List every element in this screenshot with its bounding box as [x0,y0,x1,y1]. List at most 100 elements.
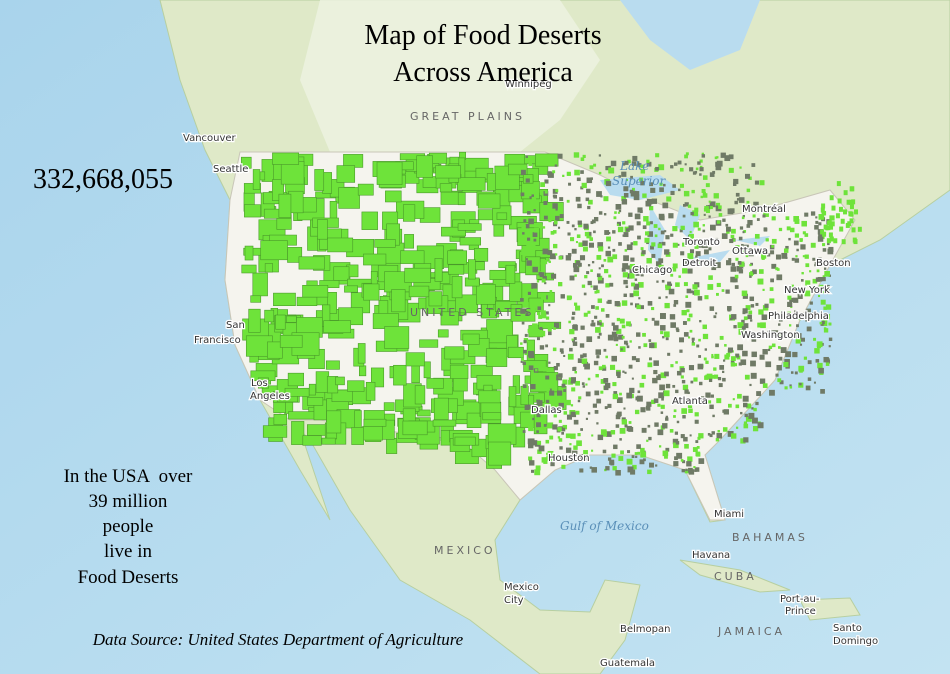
desert-area [631,455,635,459]
desert-area [735,353,740,358]
desert-area [677,243,680,246]
desert-area [520,237,524,241]
desert-area [711,374,716,379]
desert-area [541,278,546,283]
desert-area [505,264,516,284]
desert-area [622,370,625,373]
desert-area [678,275,681,278]
desert-area [552,188,558,194]
desert-area [600,379,606,384]
desert-area [634,452,638,455]
desert-area [347,380,365,392]
desert-area [520,298,524,302]
desert-area [441,226,466,237]
desert-area [654,320,660,326]
desert-area [721,233,728,239]
desert-area [626,321,631,327]
desert-area [607,403,612,408]
desert-area [244,204,261,218]
desert-area [750,319,753,322]
desert-area [596,422,599,425]
desert-area [660,325,666,331]
desert-area [640,273,644,277]
desert-area [566,199,570,203]
desert-area [558,438,563,442]
desert-area [816,341,823,348]
desert-area [815,220,819,224]
desert-area [552,170,556,174]
desert-area [718,205,722,210]
desert-area [715,312,718,315]
desert-area [785,245,789,250]
desert-area [535,188,540,193]
desert-area [651,306,655,311]
map-label: UNITED STATES [410,306,534,319]
desert-area [744,413,748,418]
desert-area [818,314,823,318]
desert-area [684,260,688,264]
desert-area [570,433,576,439]
desert-area [741,243,744,247]
desert-area [393,364,407,386]
desert-area [520,342,523,345]
desert-area [759,378,766,384]
desert-area [557,226,561,229]
desert-area [784,386,788,390]
desert-area [528,350,534,357]
desert-area [823,267,827,270]
desert-area [591,467,597,473]
desert-area [655,153,660,158]
desert-area [558,402,564,409]
desert-area [829,215,835,221]
desert-area [747,219,753,226]
desert-area [756,391,762,397]
desert-area [621,324,626,329]
desert-area [598,154,602,157]
desert-area [716,156,719,159]
desert-area [619,318,625,324]
desert-area [621,267,626,272]
desert-area [496,212,508,220]
desert-area [558,419,562,423]
desert-area [633,241,638,246]
desert-area [744,374,750,380]
desert-area [699,165,703,169]
desert-area [440,311,459,326]
desert-area [535,368,538,372]
desert-area [668,213,674,219]
desert-area [665,447,670,452]
desert-area [528,425,534,432]
desert-area [849,218,854,224]
desert-area [679,349,683,353]
desert-area [647,362,653,368]
desert-area [587,310,591,314]
desert-area [637,235,641,240]
desert-area [680,368,685,373]
desert-area [476,284,496,305]
desert-area [644,318,648,322]
desert-area [637,451,641,455]
desert-area [659,313,666,319]
desert-area [702,324,707,330]
desert-area [770,250,775,255]
desert-area [699,173,702,176]
desert-area [743,316,748,321]
desert-area [778,332,784,338]
desert-area [684,202,689,207]
desert-area [688,233,694,239]
desert-area [535,393,542,400]
desert-area [546,452,549,455]
desert-area [739,166,742,169]
desert-area [547,450,554,457]
desert-area [640,169,646,174]
desert-area [363,418,387,427]
desert-area [546,388,551,393]
desert-area [521,321,525,325]
desert-area [785,351,792,358]
desert-area [658,374,661,377]
desert-area [704,348,708,351]
desert-area [433,397,449,420]
desert-area [615,424,620,428]
desert-area [753,201,759,208]
desert-area [850,186,855,192]
